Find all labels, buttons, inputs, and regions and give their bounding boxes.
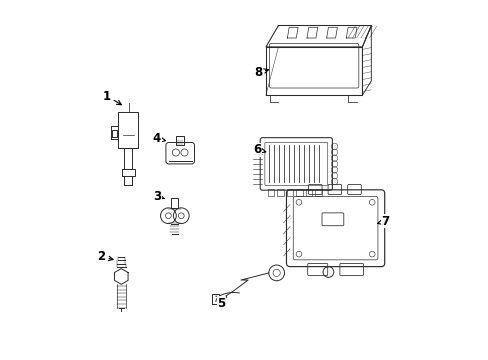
Text: 8: 8: [253, 66, 268, 79]
Bar: [286, 189, 293, 196]
Text: 1: 1: [102, 90, 121, 105]
Text: 2: 2: [97, 250, 113, 263]
Text: 5: 5: [217, 297, 225, 310]
Bar: [267, 189, 274, 196]
Bar: [296, 189, 303, 196]
Text: 7: 7: [377, 215, 389, 228]
Text: 6: 6: [252, 143, 265, 156]
Text: 4: 4: [153, 132, 165, 145]
Text: 3: 3: [153, 190, 164, 203]
Bar: [305, 189, 312, 196]
Bar: [315, 189, 322, 196]
Bar: [277, 189, 284, 196]
